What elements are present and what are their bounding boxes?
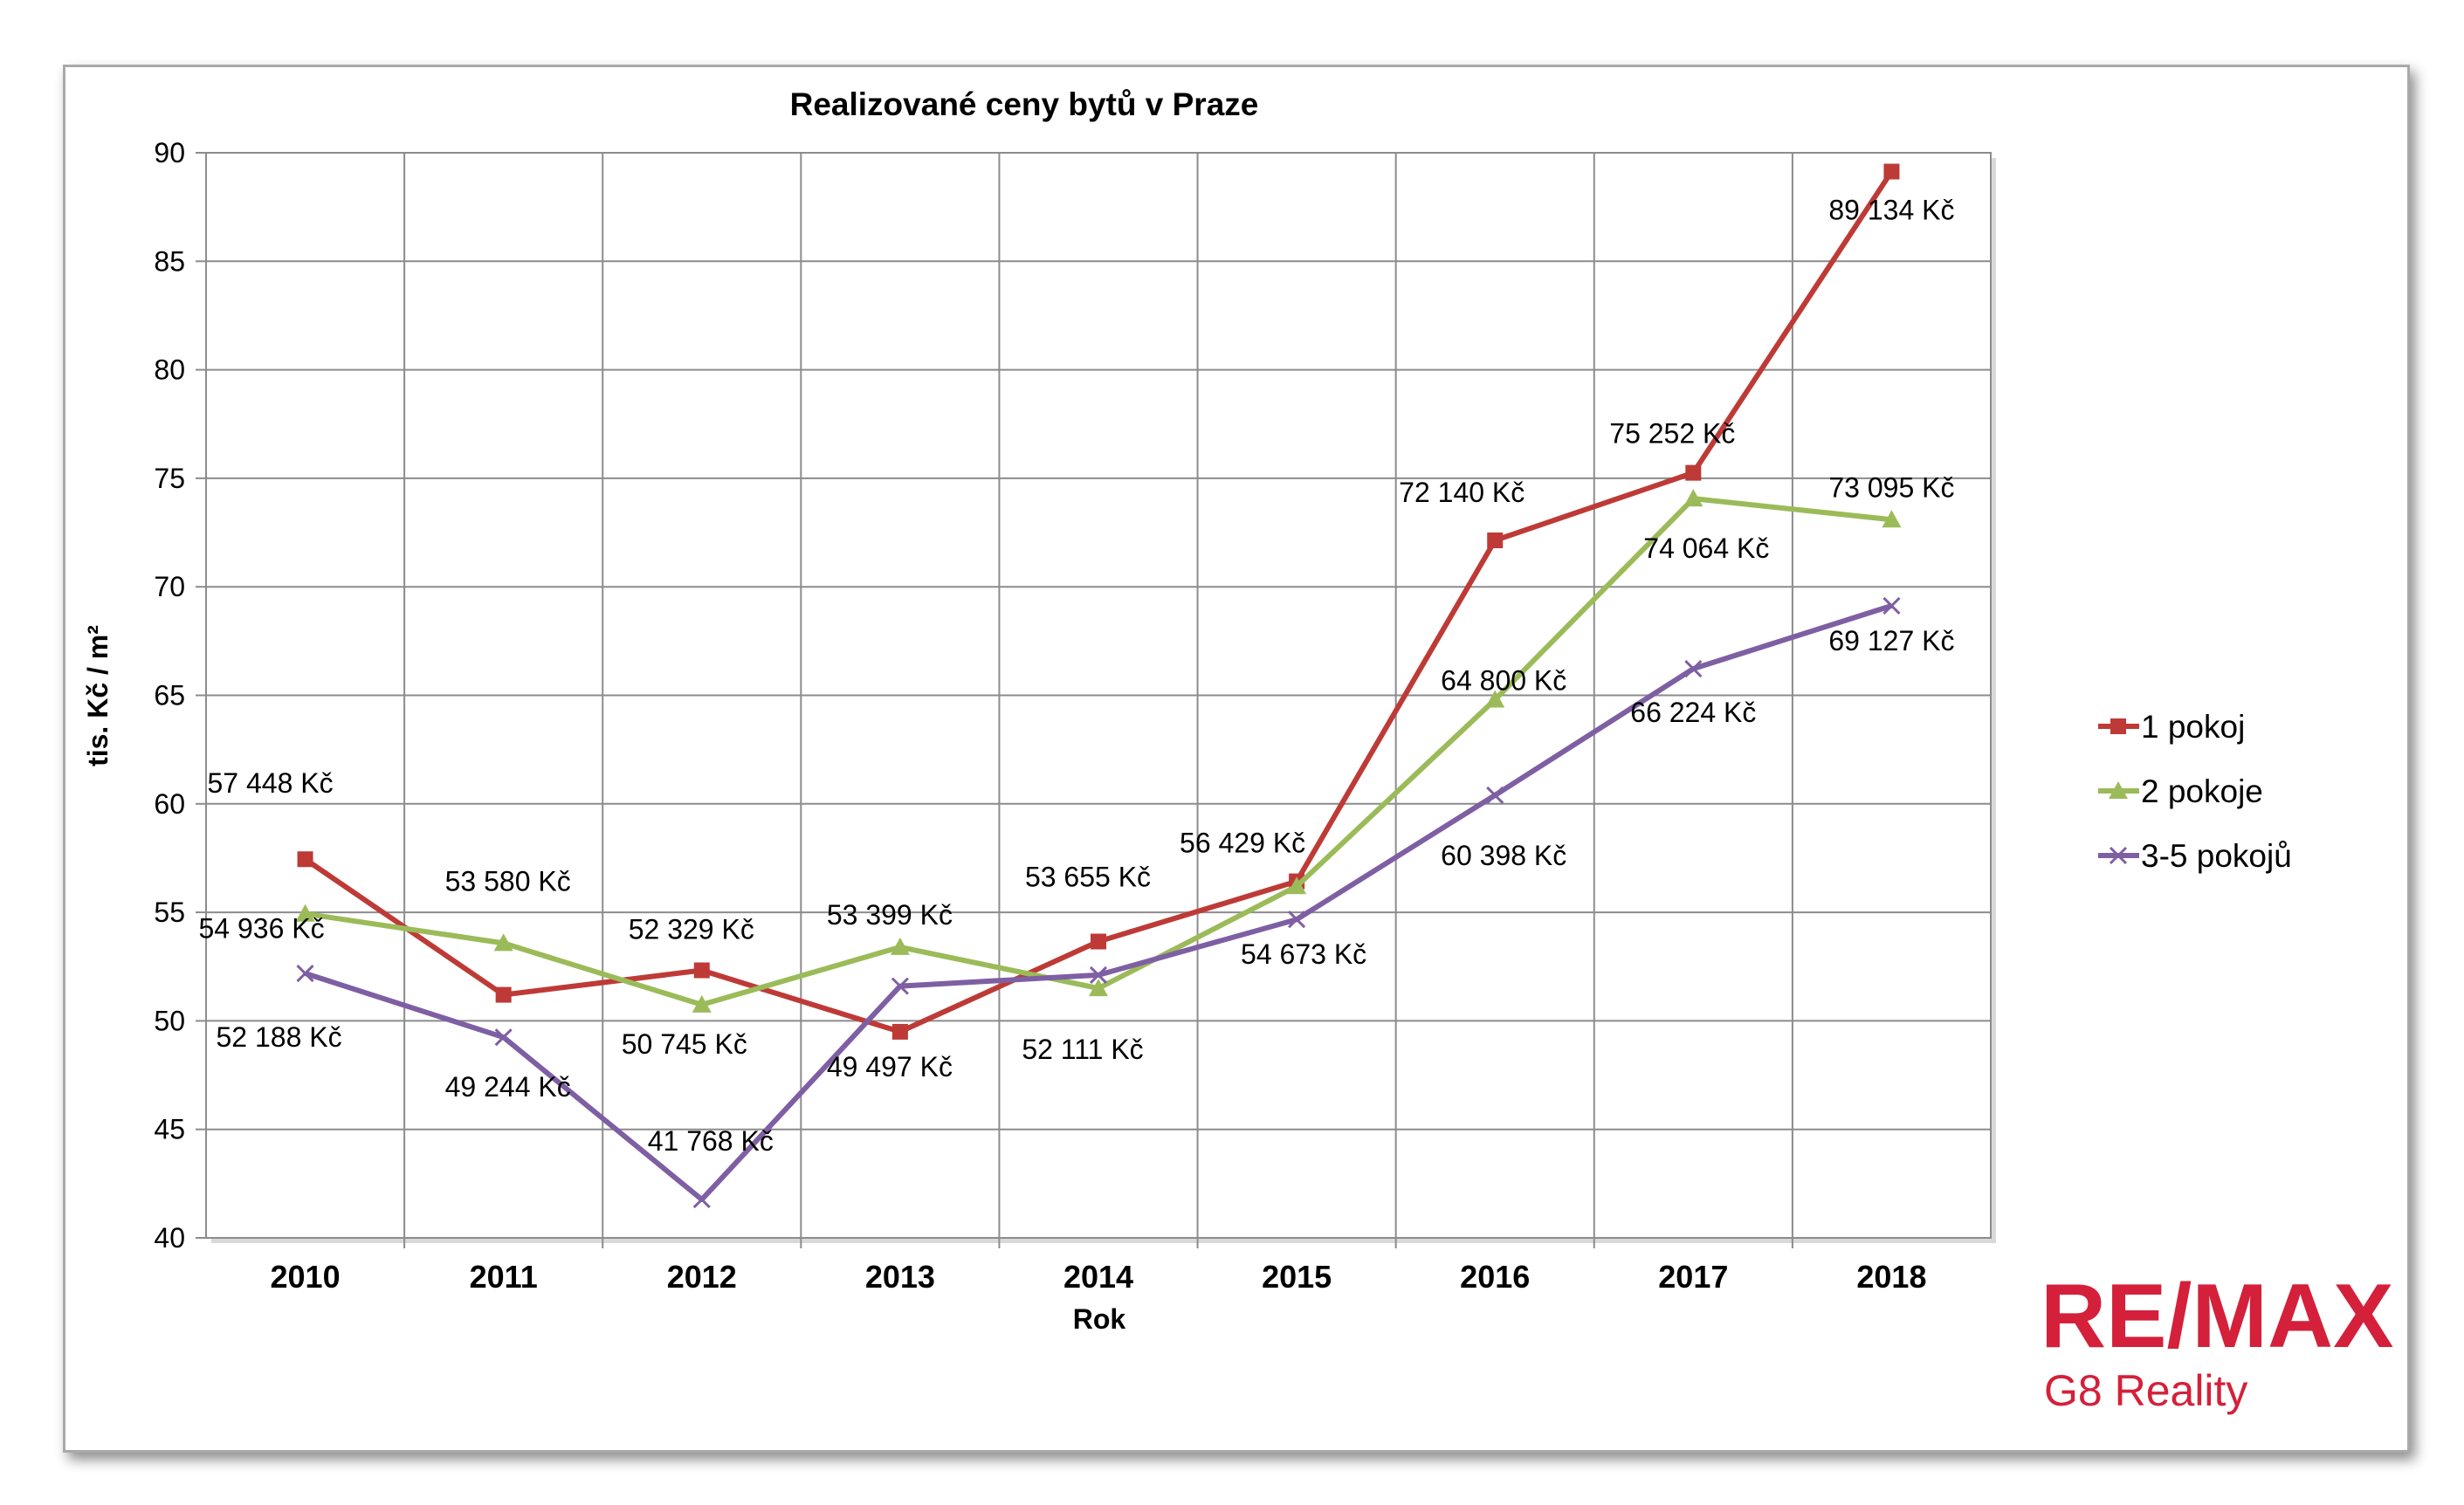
series-layer xyxy=(295,163,1902,1209)
data-point xyxy=(890,937,910,955)
data-point xyxy=(1882,596,1901,615)
x-tick-label: 2012 xyxy=(667,1259,737,1295)
data-point xyxy=(692,994,712,1013)
chart-title: Realizované ceny bytů v Praze xyxy=(790,86,1259,122)
x-axis-title: Rok xyxy=(1073,1303,1126,1335)
x-tick-label: 2014 xyxy=(1063,1259,1133,1295)
data-label: 54 673 Kč xyxy=(1241,938,1366,970)
data-label: 60 398 Kč xyxy=(1441,840,1566,871)
data-point xyxy=(1684,660,1703,678)
data-point xyxy=(1685,464,1702,481)
data-label: 75 252 Kč xyxy=(1609,418,1735,450)
logo-subtitle: G8 Reality xyxy=(2044,1366,2247,1415)
data-point xyxy=(693,962,710,979)
data-point xyxy=(297,851,313,868)
y-tick-label: 90 xyxy=(154,137,185,168)
y-tick-label: 85 xyxy=(154,245,185,277)
data-label: 66 224 Kč xyxy=(1630,697,1756,728)
data-label: 56 429 Kč xyxy=(1180,828,1305,859)
data-label: 72 140 Kč xyxy=(1399,477,1525,508)
y-tick-label: 80 xyxy=(154,354,185,386)
series-1 xyxy=(297,163,1900,1040)
data-point xyxy=(1089,979,1108,997)
data-label: 89 134 Kč xyxy=(1828,195,1954,226)
y-tick-label: 50 xyxy=(154,1005,185,1036)
x-tick-label: 2013 xyxy=(865,1259,935,1295)
data-point xyxy=(891,1023,908,1040)
legend-marker xyxy=(2109,781,2128,799)
y-axis-title: tis. Kč / m² xyxy=(82,625,114,766)
data-point xyxy=(1883,163,1900,180)
series-2 xyxy=(295,489,1902,1013)
legend-marker xyxy=(2109,846,2128,865)
y-tick-label: 65 xyxy=(154,680,185,711)
x-tick-label: 2017 xyxy=(1658,1259,1728,1295)
series-3 xyxy=(296,596,1901,1209)
x-tick-label: 2018 xyxy=(1856,1259,1926,1295)
y-tick-label: 75 xyxy=(154,463,185,494)
y-tick-label: 70 xyxy=(154,571,185,602)
legend-label: 1 pokoj xyxy=(2141,709,2245,745)
data-label: 53 580 Kč xyxy=(445,865,571,897)
x-tick-label: 2010 xyxy=(271,1259,341,1295)
data-label: 41 768 Kč xyxy=(648,1125,774,1157)
data-point xyxy=(1486,786,1504,804)
data-point xyxy=(1487,532,1504,548)
data-point xyxy=(295,904,315,922)
y-tick-label: 40 xyxy=(154,1222,185,1254)
data-label: 52 329 Kč xyxy=(629,914,754,945)
data-point xyxy=(1882,510,1902,528)
data-point xyxy=(1683,489,1703,507)
x-axis-ticks: 2010 2011 2012 2013 2014 2015 2016 2017 2018 xyxy=(271,1259,1927,1295)
legend-item-1: 1 pokoj xyxy=(2098,709,2245,745)
data-point xyxy=(1288,911,1306,929)
data-label: 73 095 Kč xyxy=(1828,471,1954,503)
data-label: 57 448 Kč xyxy=(208,767,334,799)
data-point xyxy=(692,1190,711,1209)
legend-label: 3-5 pokojů xyxy=(2141,838,2292,874)
data-label: 69 127 Kč xyxy=(1828,625,1954,656)
legend-item-2: 2 pokoje xyxy=(2098,773,2263,809)
data-point xyxy=(495,986,512,1003)
data-label: 49 244 Kč xyxy=(445,1071,571,1103)
data-label: 64 800 Kč xyxy=(1441,664,1566,696)
data-label: 53 399 Kč xyxy=(827,899,953,931)
remax-logo: RE/MAX G8 Reality xyxy=(2041,1266,2393,1415)
data-label: 54 936 Kč xyxy=(199,913,325,945)
data-label: 52 188 Kč xyxy=(217,1021,342,1053)
data-label: 53 655 Kč xyxy=(1025,862,1151,893)
y-tick-label: 60 xyxy=(154,788,185,820)
data-point xyxy=(1089,966,1108,984)
data-point xyxy=(296,964,314,983)
data-point xyxy=(1485,690,1505,708)
y-tick-label: 55 xyxy=(154,897,185,928)
legend-item-3: 3-5 pokojů xyxy=(2098,838,2292,874)
x-tick-label: 2015 xyxy=(1262,1259,1332,1295)
data-point xyxy=(1287,876,1307,895)
data-point xyxy=(493,933,513,952)
y-axis-ticks: 40 45 50 55 60 65 70 75 80 85 90 xyxy=(154,137,206,1254)
data-label: 50 745 Kč xyxy=(622,1028,747,1060)
logo-brand: RE/MAX xyxy=(2041,1266,2393,1367)
data-labels: 57 448 Kč 52 329 Kč 49 497 Kč 53 655 Kč 56 4… xyxy=(199,195,1955,1158)
data-point xyxy=(494,1028,513,1047)
data-point xyxy=(1091,933,1106,950)
data-label: 74 064 Kč xyxy=(1643,533,1769,564)
y-tick-label: 45 xyxy=(154,1114,185,1145)
legend-label: 2 pokoje xyxy=(2141,773,2263,809)
grid-lines xyxy=(206,152,1991,1248)
data-label: 49 497 Kč xyxy=(827,1051,953,1082)
legend: 1 pokoj 2 pokoje 3-5 pokojů xyxy=(2098,709,2292,874)
data-label: 52 111 Kč xyxy=(1022,1034,1143,1065)
x-tick-label: 2016 xyxy=(1460,1259,1530,1295)
x-tick-label: 2011 xyxy=(470,1259,538,1295)
legend-marker xyxy=(2110,718,2126,734)
data-point xyxy=(891,977,909,995)
